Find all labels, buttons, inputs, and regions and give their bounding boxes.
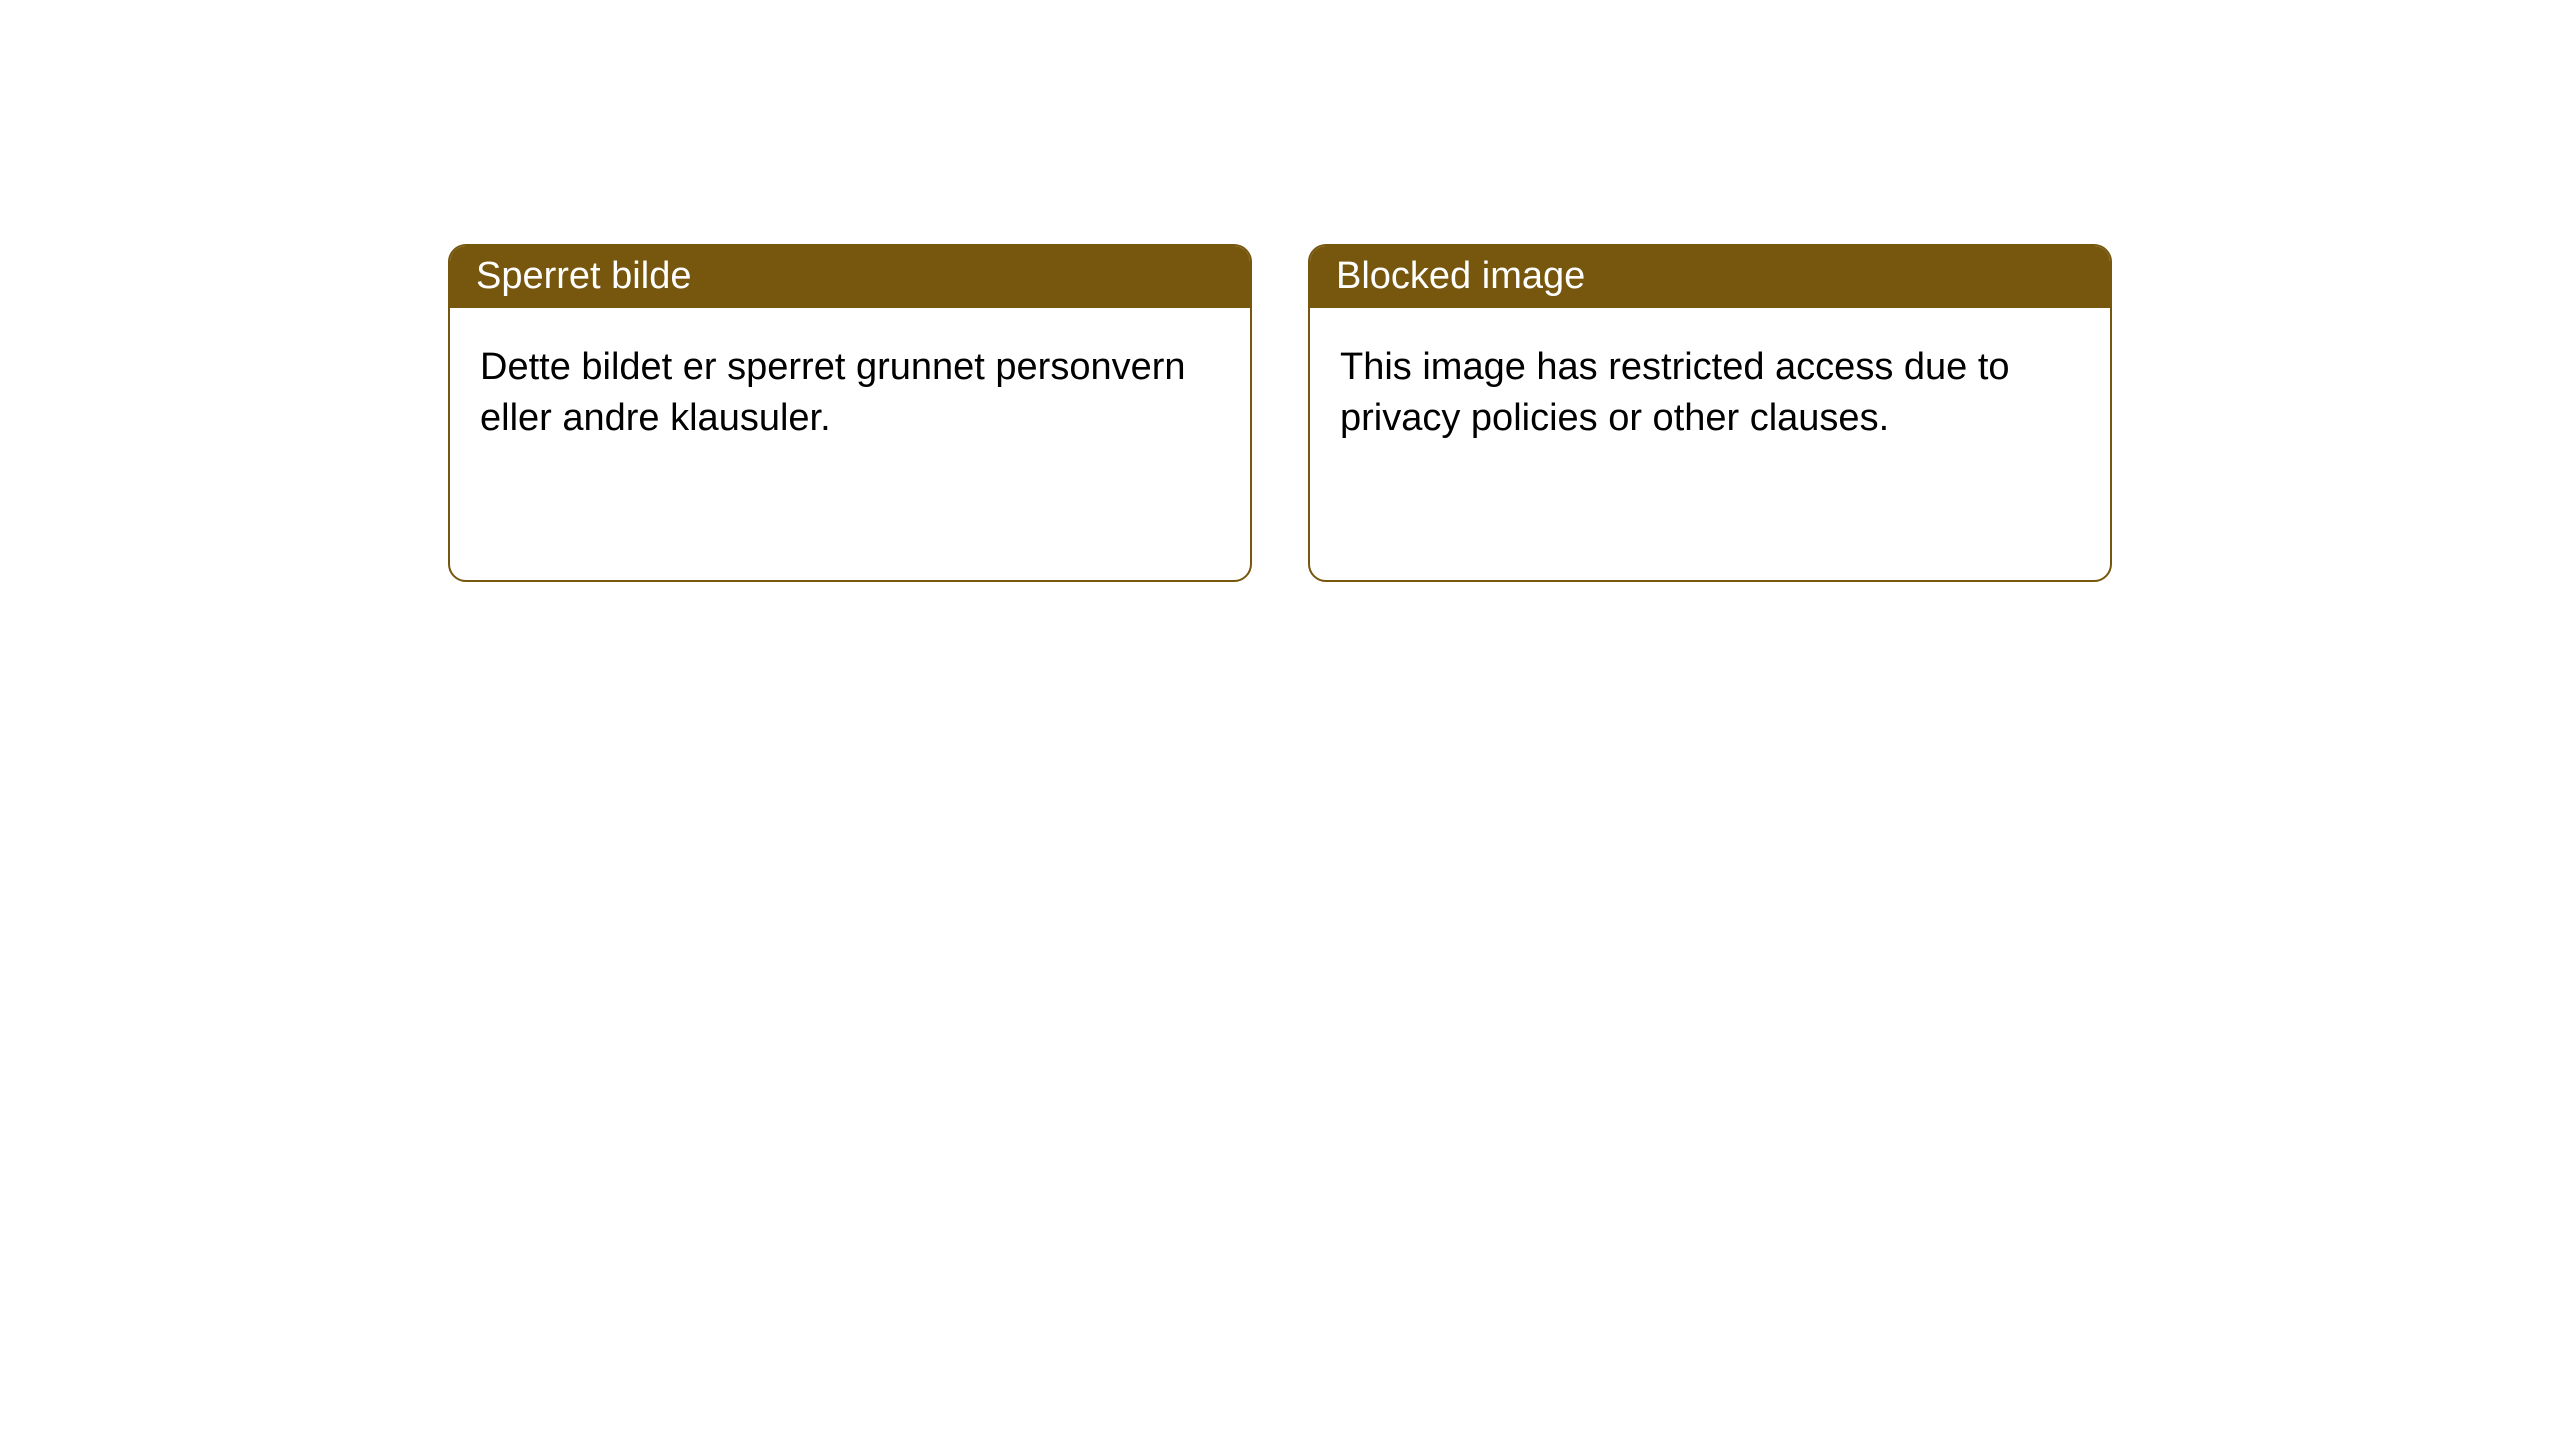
blocked-image-card-english: Blocked image This image has restricted … [1308, 244, 2112, 582]
card-header-norwegian: Sperret bilde [450, 246, 1250, 308]
card-body-norwegian: Dette bildet er sperret grunnet personve… [450, 308, 1250, 479]
blocked-image-card-norwegian: Sperret bilde Dette bildet er sperret gr… [448, 244, 1252, 582]
notice-cards-container: Sperret bilde Dette bildet er sperret gr… [0, 0, 2560, 582]
card-body-english: This image has restricted access due to … [1310, 308, 2110, 479]
card-header-english: Blocked image [1310, 246, 2110, 308]
